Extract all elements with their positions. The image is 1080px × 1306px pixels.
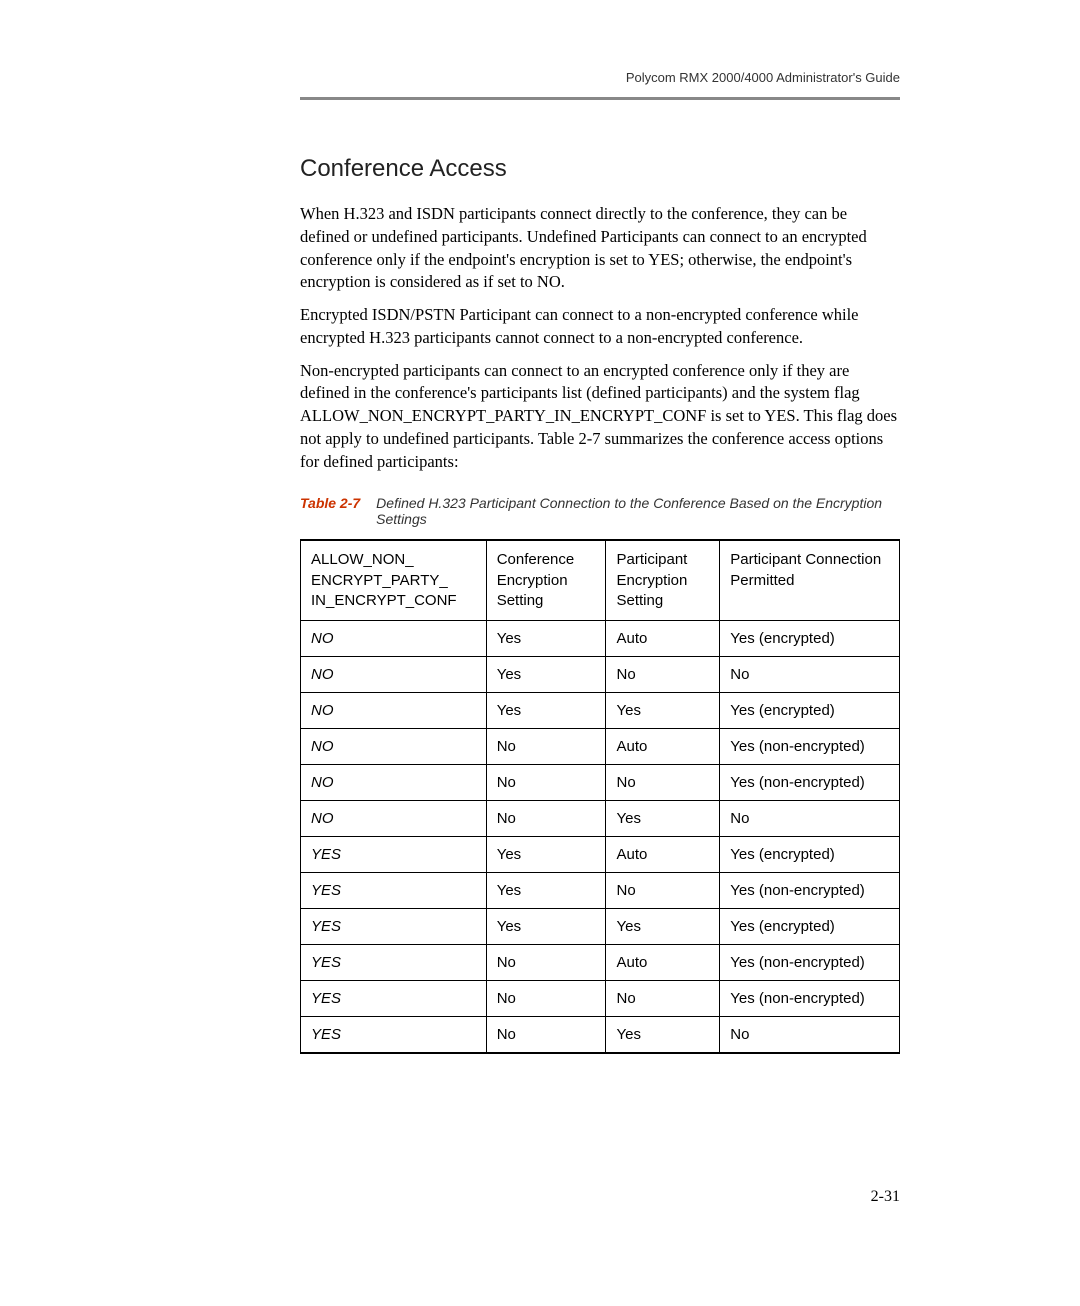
cell-conf-enc: Yes bbox=[486, 657, 606, 693]
table-row: NOYesNoNo bbox=[301, 657, 900, 693]
table-row: NONoAutoYes (non-encrypted) bbox=[301, 729, 900, 765]
section-title: Conference Access bbox=[300, 155, 900, 183]
cell-part-enc: No bbox=[606, 981, 720, 1017]
cell-part-enc: No bbox=[606, 657, 720, 693]
table-row: YESYesNoYes (non-encrypted) bbox=[301, 873, 900, 909]
cell-part-enc: No bbox=[606, 873, 720, 909]
cell-conf-enc: No bbox=[486, 981, 606, 1017]
header-guide-title: Polycom RMX 2000/4000 Administrator's Gu… bbox=[300, 70, 900, 85]
cell-conn-perm: Yes (non-encrypted) bbox=[720, 729, 900, 765]
cell-conf-enc: No bbox=[486, 801, 606, 837]
cell-flag: NO bbox=[301, 765, 487, 801]
cell-conf-enc: No bbox=[486, 945, 606, 981]
table-row: YESNoYesNo bbox=[301, 1017, 900, 1054]
cell-part-enc: Yes bbox=[606, 1017, 720, 1054]
cell-conf-enc: Yes bbox=[486, 873, 606, 909]
cell-flag: YES bbox=[301, 909, 487, 945]
table-header-flag: ALLOW_NON_ ENCRYPT_PARTY_ IN_ENCRYPT_CON… bbox=[301, 540, 487, 620]
cell-flag: YES bbox=[301, 837, 487, 873]
cell-conf-enc: Yes bbox=[486, 693, 606, 729]
cell-flag: YES bbox=[301, 1017, 487, 1054]
table-caption: Table 2-7 Defined H.323 Participant Conn… bbox=[300, 495, 900, 527]
cell-conn-perm: Yes (encrypted) bbox=[720, 909, 900, 945]
cell-part-enc: Auto bbox=[606, 837, 720, 873]
cell-flag: YES bbox=[301, 873, 487, 909]
table-header-conf-enc: Conference Encryption Setting bbox=[486, 540, 606, 620]
table-row: NOYesYesYes (encrypted) bbox=[301, 693, 900, 729]
cell-conf-enc: No bbox=[486, 1017, 606, 1054]
cell-flag: YES bbox=[301, 945, 487, 981]
cell-conn-perm: No bbox=[720, 657, 900, 693]
cell-conn-perm: Yes (encrypted) bbox=[720, 837, 900, 873]
cell-part-enc: Auto bbox=[606, 621, 720, 657]
table-row: YESNoNoYes (non-encrypted) bbox=[301, 981, 900, 1017]
cell-part-enc: Auto bbox=[606, 945, 720, 981]
table-header-conn-perm: Participant Connection Permitted bbox=[720, 540, 900, 620]
paragraph-2: Encrypted ISDN/PSTN Participant can conn… bbox=[300, 304, 900, 350]
table-row: NONoNoYes (non-encrypted) bbox=[301, 765, 900, 801]
table-row: YESYesYesYes (encrypted) bbox=[301, 909, 900, 945]
table-row: NOYesAutoYes (encrypted) bbox=[301, 621, 900, 657]
cell-part-enc: Yes bbox=[606, 909, 720, 945]
cell-conn-perm: Yes (non-encrypted) bbox=[720, 873, 900, 909]
cell-conf-enc: No bbox=[486, 765, 606, 801]
cell-conn-perm: No bbox=[720, 1017, 900, 1054]
cell-part-enc: No bbox=[606, 765, 720, 801]
cell-flag: NO bbox=[301, 801, 487, 837]
cell-flag: NO bbox=[301, 693, 487, 729]
cell-part-enc: Yes bbox=[606, 801, 720, 837]
table-header-part-enc: Participant Encryption Setting bbox=[606, 540, 720, 620]
cell-flag: NO bbox=[301, 621, 487, 657]
cell-conf-enc: No bbox=[486, 729, 606, 765]
cell-conn-perm: Yes (encrypted) bbox=[720, 621, 900, 657]
table-caption-text: Defined H.323 Participant Connection to … bbox=[376, 495, 900, 527]
table-row: YESNoAutoYes (non-encrypted) bbox=[301, 945, 900, 981]
page-number: 2-31 bbox=[871, 1188, 900, 1206]
cell-part-enc: Yes bbox=[606, 693, 720, 729]
cell-conn-perm: Yes (non-encrypted) bbox=[720, 981, 900, 1017]
cell-conf-enc: Yes bbox=[486, 909, 606, 945]
paragraph-1: When H.323 and ISDN participants connect… bbox=[300, 203, 900, 294]
table-caption-label: Table 2-7 bbox=[300, 495, 376, 527]
cell-conf-enc: Yes bbox=[486, 837, 606, 873]
cell-flag: YES bbox=[301, 981, 487, 1017]
cell-part-enc: Auto bbox=[606, 729, 720, 765]
cell-flag: NO bbox=[301, 657, 487, 693]
encryption-table: ALLOW_NON_ ENCRYPT_PARTY_ IN_ENCRYPT_CON… bbox=[300, 539, 900, 1054]
cell-conn-perm: Yes (non-encrypted) bbox=[720, 765, 900, 801]
table-row: YESYesAutoYes (encrypted) bbox=[301, 837, 900, 873]
cell-conn-perm: Yes (non-encrypted) bbox=[720, 945, 900, 981]
paragraph-3: Non-encrypted participants can connect t… bbox=[300, 360, 900, 474]
cell-conf-enc: Yes bbox=[486, 621, 606, 657]
cell-flag: NO bbox=[301, 729, 487, 765]
cell-conn-perm: Yes (encrypted) bbox=[720, 693, 900, 729]
cell-conn-perm: No bbox=[720, 801, 900, 837]
header-rule bbox=[300, 97, 900, 100]
table-row: NONoYesNo bbox=[301, 801, 900, 837]
